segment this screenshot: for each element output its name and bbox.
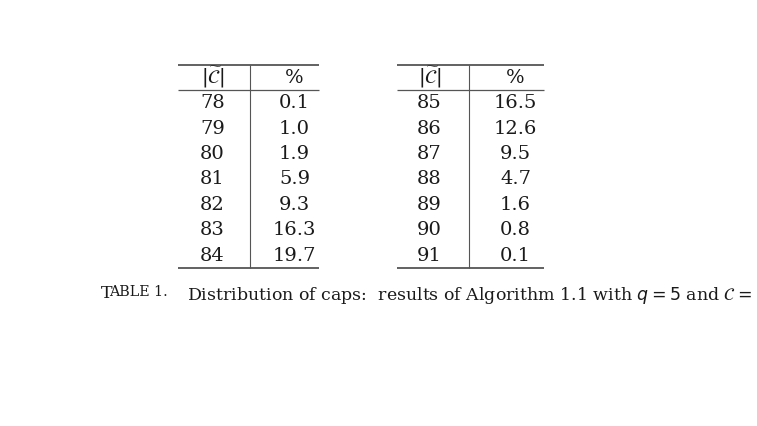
Text: 16.3: 16.3 — [273, 221, 316, 239]
Text: 86: 86 — [417, 120, 442, 138]
Text: 84: 84 — [200, 247, 225, 265]
Text: %: % — [506, 69, 525, 86]
Text: %: % — [285, 69, 304, 86]
Text: 9.5: 9.5 — [500, 145, 531, 163]
Text: 1.6: 1.6 — [500, 196, 531, 214]
Text: 89: 89 — [417, 196, 442, 214]
Text: 83: 83 — [200, 221, 225, 239]
Text: 82: 82 — [200, 196, 225, 214]
Text: 1.9: 1.9 — [279, 145, 310, 163]
Text: 85: 85 — [417, 94, 442, 112]
Text: 78: 78 — [200, 94, 225, 112]
Text: 19.7: 19.7 — [273, 247, 316, 265]
Text: 81: 81 — [200, 170, 225, 188]
Text: 87: 87 — [417, 145, 442, 163]
Text: 0.8: 0.8 — [500, 221, 531, 239]
Text: 5.9: 5.9 — [279, 170, 310, 188]
Text: T: T — [101, 285, 112, 302]
Text: 1.0: 1.0 — [279, 120, 310, 138]
Text: $|\widetilde{\mathcal{C}}|$: $|\widetilde{\mathcal{C}}|$ — [418, 65, 441, 90]
Text: 12.6: 12.6 — [494, 120, 537, 138]
Text: 80: 80 — [200, 145, 225, 163]
Text: 0.1: 0.1 — [279, 94, 310, 112]
Text: 0.1: 0.1 — [500, 247, 531, 265]
Text: ABLE 1.: ABLE 1. — [109, 285, 168, 299]
Text: 91: 91 — [417, 247, 442, 265]
Text: 4.7: 4.7 — [500, 170, 531, 188]
Text: Distribution of caps:  results of Algorithm 1.1 with $q = 5$ and $\mathcal{C} = : Distribution of caps: results of Algorit… — [176, 285, 757, 306]
Text: 9.3: 9.3 — [279, 196, 310, 214]
Text: $|\widetilde{\mathcal{C}}|$: $|\widetilde{\mathcal{C}}|$ — [201, 65, 224, 90]
Text: 79: 79 — [200, 120, 225, 138]
Text: 90: 90 — [417, 221, 442, 239]
Text: 16.5: 16.5 — [494, 94, 537, 112]
Text: 88: 88 — [417, 170, 442, 188]
